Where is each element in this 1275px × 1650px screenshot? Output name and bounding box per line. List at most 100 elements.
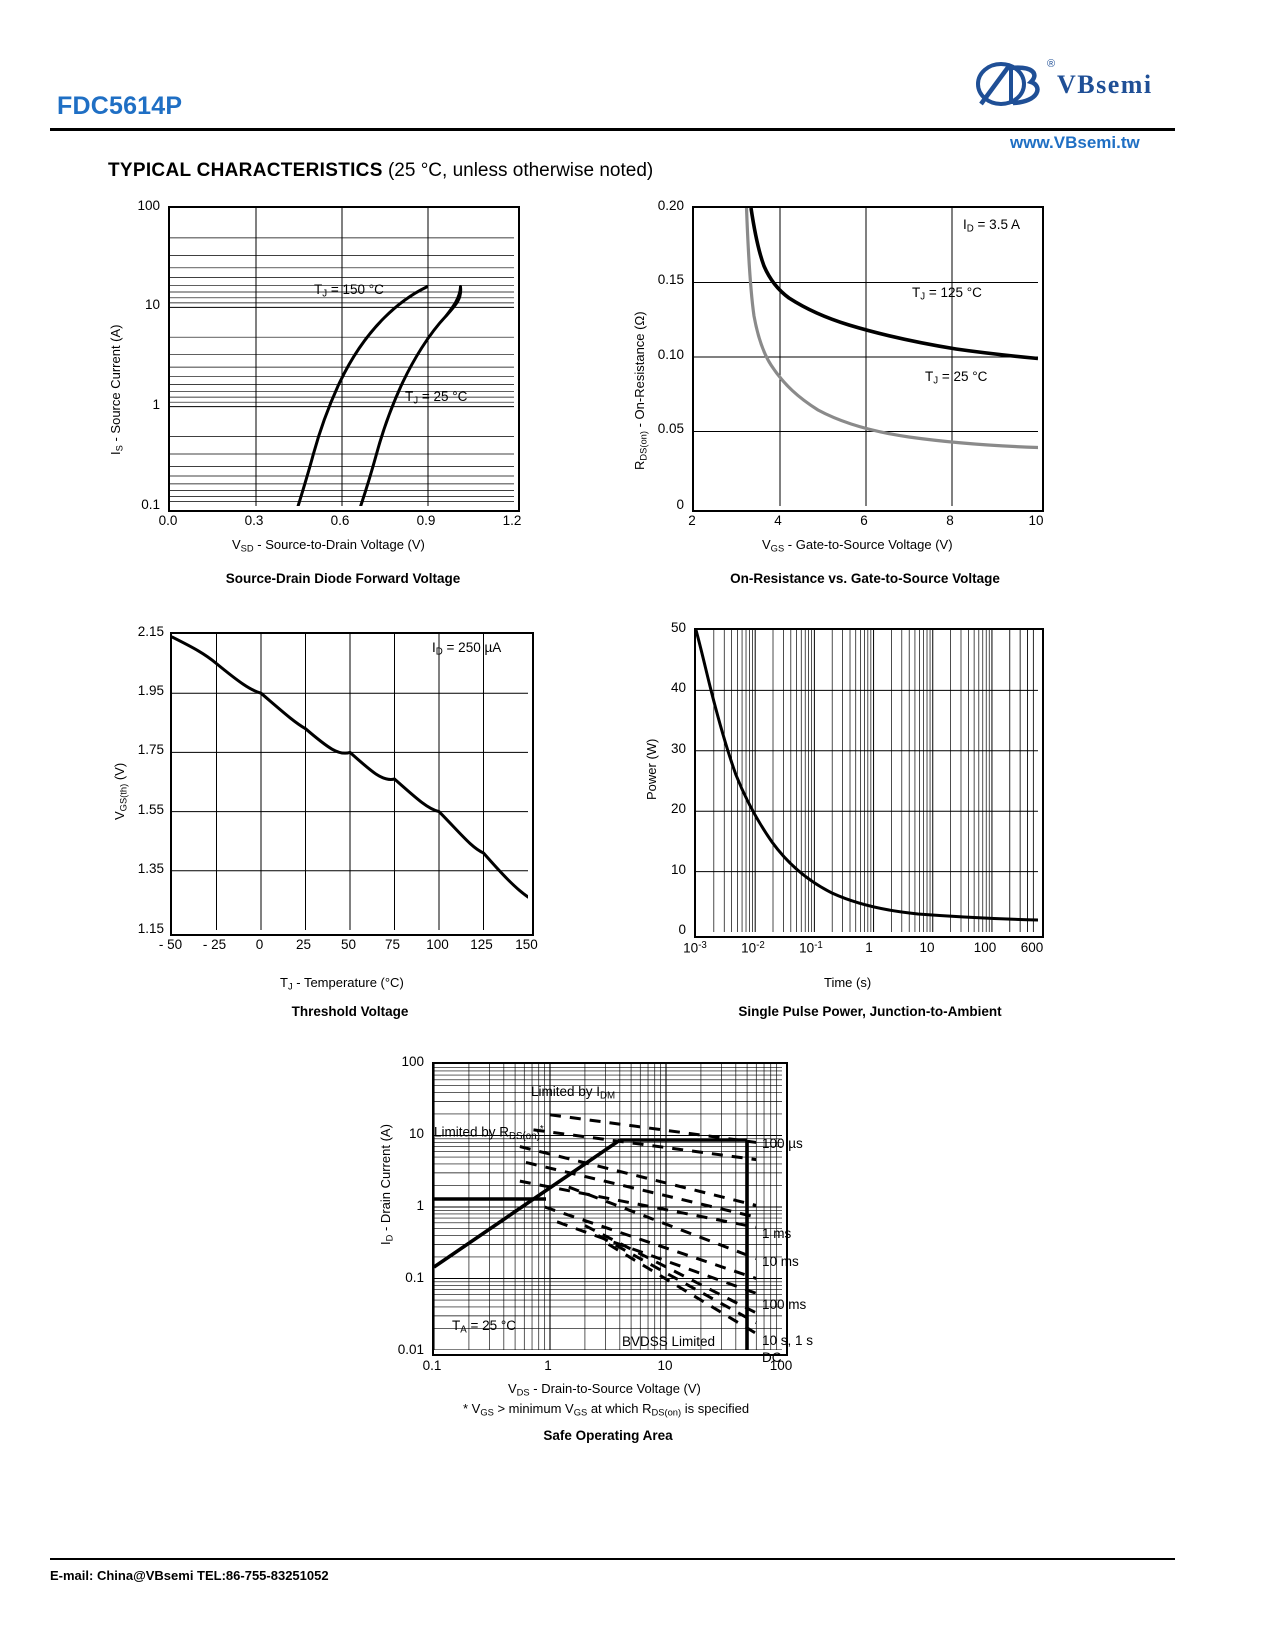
annotation-f5-ta: TA = 25 °C	[452, 1318, 516, 1335]
chart-svg-safe-operating-area	[434, 1064, 782, 1350]
xtick-f2-1: 4	[774, 513, 782, 528]
annot-f2-1-rest: = 125 °C	[925, 285, 982, 300]
xtick-f4-1-exp: -2	[756, 940, 765, 951]
ytick-f3-3: 1.55	[137, 802, 164, 817]
ylabel-f4: Power (W)	[644, 738, 659, 800]
annotation-f3-id: ID = 250 µA	[432, 640, 501, 657]
annotation-f2-id: ID = 3.5 A	[963, 217, 1020, 234]
ylabel-f1-sub: S	[114, 445, 125, 452]
ylabel-f1-rest: - Source Current (A)	[108, 324, 123, 446]
annot-f1-0-rest: = 150 °C	[327, 282, 384, 297]
xtick-f3-8: 150	[515, 937, 538, 952]
chart-svg-source-drain-diode	[170, 208, 514, 506]
xtick-f4-5: 100	[973, 940, 997, 955]
annot-f3-0-sym: I	[432, 640, 436, 655]
annotation-f2-tj25: TJ = 25 °C	[925, 369, 987, 386]
soa-pulse-line	[584, 1224, 757, 1315]
caption-f3: Threshold Voltage	[291, 1004, 409, 1019]
annotation-f5-bvdss: BVDSS Limited	[622, 1334, 716, 1349]
ytick-f3-2: 1.75	[137, 742, 164, 757]
annot-f1-1-rest: = 25 °C	[418, 389, 468, 404]
xtick-f4-2: 10-1	[799, 940, 823, 956]
header-divider	[50, 128, 1175, 131]
plot-area-single-pulse-power	[694, 628, 1044, 938]
xlabel-f1-sub: SD	[240, 543, 254, 554]
footer-contact: E-mail: China@VBsemi TEL:86-755-83251052	[50, 1568, 329, 1583]
xtick-f3-0: - 50	[158, 937, 183, 952]
plot-area-safe-operating-area	[432, 1062, 788, 1356]
footnote-f5-c-sub: DS(on)	[651, 1407, 682, 1418]
caption-f5: Safe Operating Area	[543, 1428, 673, 1443]
footnote-f5-b-sub: GS	[573, 1407, 588, 1418]
xlabel-f2-sub: GS	[770, 543, 785, 554]
ylabel-f2-sym: R	[632, 460, 647, 470]
annot-f1-1-sym: T	[405, 389, 414, 404]
ylabel-f5: ID - Drain Current (A)	[378, 1124, 394, 1245]
xlabel-f5-rest: - Drain-to-Source Voltage (V)	[529, 1381, 701, 1396]
chart-svg-single-pulse-power	[696, 630, 1038, 932]
page-title: FDC5614P	[57, 92, 183, 120]
xlabel-f5-sub: DS	[516, 1387, 530, 1398]
chart-svg-threshold-voltage	[172, 634, 528, 930]
ytick-f2-0: 0.20	[657, 198, 684, 213]
xtick-f2-3: 8	[946, 513, 954, 528]
caption-f2: On-Resistance vs. Gate-to-Source Voltage	[730, 571, 1000, 586]
xlabel-f4: Time (s)	[824, 975, 872, 990]
ytick-f5-3: 0.1	[405, 1270, 424, 1285]
annot-f2-2-sym: T	[925, 369, 934, 384]
xtick-f1-0: 0.0	[158, 513, 178, 528]
soa-pulse-line	[568, 1185, 757, 1260]
soa-pulse-line	[519, 1145, 757, 1207]
ytick-f2-3: 0.05	[657, 421, 684, 436]
ytick-f1-3: 0.1	[141, 497, 160, 512]
annot-f5-2-sub: A	[460, 1324, 467, 1336]
annot-f1-1-sub: J	[413, 395, 419, 407]
brand-name: VBsemi	[1057, 70, 1153, 99]
caption-f4: Single Pulse Power, Junction-to-Ambient	[738, 1004, 1002, 1019]
ytick-f2-4: 0	[676, 497, 684, 512]
xlabel-f3-sym: T	[280, 975, 288, 990]
footnote-f5: * VGS > minimum VGS at which RDS(on) is …	[463, 1401, 749, 1417]
soa-label-100us: 100 µs	[762, 1136, 803, 1151]
xlabel-f1: VSD - Source-to-Drain Voltage (V)	[232, 537, 425, 553]
xtick-f5-2: 10	[657, 1358, 673, 1373]
annot-f2-2-sub: J	[933, 375, 939, 387]
ytick-f3-1: 1.95	[137, 683, 164, 698]
plot-area-on-resistance	[692, 206, 1044, 512]
soa-pulse-line	[607, 1243, 758, 1335]
ylabel-f5-sub: D	[384, 1234, 395, 1242]
ylabel-f2-sub: DS(on)	[638, 431, 649, 461]
annotation-f1-tj150: TJ = 150 °C	[314, 282, 384, 299]
annot-f5-1-rest: Limited by R	[434, 1124, 510, 1140]
ylabel-f1-sym: I	[108, 451, 123, 455]
soa-pulse-line	[544, 1205, 757, 1280]
annot-f2-2-rest: = 25 °C	[938, 369, 988, 384]
xtick-f2-2: 6	[860, 513, 868, 528]
annot-f1-0-sub: J	[322, 288, 328, 300]
ytick-f3-0: 2.15	[137, 624, 164, 639]
footnote-f5-d: is specified	[681, 1401, 750, 1416]
ylabel-f3: VGS(th) (V)	[112, 763, 128, 820]
xtick-f3-4: 50	[340, 937, 357, 952]
annot-f3-0-rest: = 250 µA	[442, 640, 502, 655]
ytick-f4-1: 40	[670, 680, 686, 695]
soa-label-10ms: 10 ms	[762, 1254, 799, 1269]
xtick-f5-1: 1	[544, 1358, 552, 1373]
ylabel-f5-sym: I	[378, 1241, 393, 1245]
ytick-f5-1: 10	[408, 1126, 424, 1141]
xtick-f3-3: 25	[295, 937, 312, 952]
annotation-f5-idm: Limited by IDM	[531, 1084, 615, 1101]
annot-f1-0-sym: T	[314, 282, 323, 297]
xtick-f3-6: 100	[426, 937, 449, 952]
xlabel-f1-rest: - Source-to-Drain Voltage (V)	[253, 537, 425, 552]
xlabel-f5: VDS - Drain-to-Source Voltage (V)	[508, 1381, 701, 1397]
xtick-f5-0: 0.1	[422, 1358, 442, 1373]
footnote-f5-a-sub: GS	[480, 1407, 494, 1418]
xtick-f5-3: 100	[769, 1358, 793, 1373]
xtick-f2-4: 10	[1028, 513, 1044, 528]
footnote-f5-b: > minimum V	[493, 1401, 574, 1416]
annotation-f5-rdson: Limited by RDS(on)*	[434, 1124, 544, 1142]
xlabel-f2-rest: - Gate-to-Source Voltage (V)	[784, 537, 953, 552]
xlabel-f1-sym: V	[232, 537, 241, 552]
